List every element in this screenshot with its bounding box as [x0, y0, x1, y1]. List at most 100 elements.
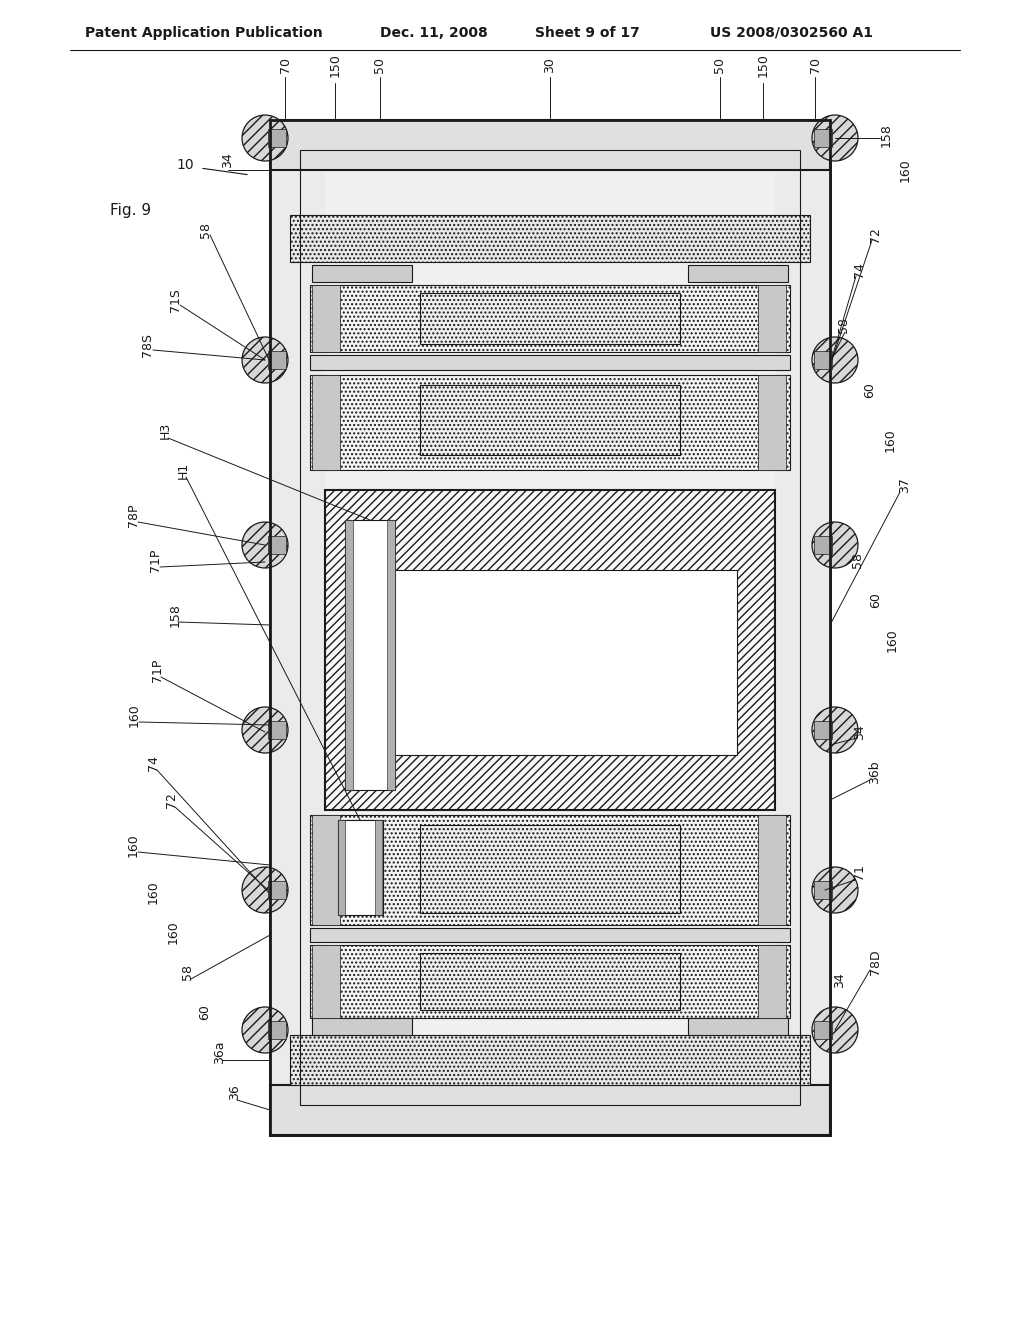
- Text: Dec. 11, 2008: Dec. 11, 2008: [380, 26, 487, 40]
- Bar: [420, 953, 680, 1010]
- Bar: [814, 129, 831, 147]
- Bar: [775, 120, 830, 1135]
- Bar: [310, 945, 790, 1018]
- Text: 78S: 78S: [141, 333, 155, 356]
- Text: 160: 160: [146, 880, 160, 904]
- Text: 72: 72: [166, 792, 178, 808]
- Text: 58: 58: [837, 317, 850, 333]
- Text: Patent Application Publication: Patent Application Publication: [85, 26, 323, 40]
- Bar: [310, 375, 790, 470]
- Text: 160: 160: [886, 628, 898, 652]
- Text: 60: 60: [869, 593, 883, 609]
- Circle shape: [812, 115, 858, 161]
- Text: 36b: 36b: [868, 760, 882, 784]
- Text: 10: 10: [176, 158, 194, 172]
- Circle shape: [242, 521, 288, 568]
- Text: 37: 37: [898, 477, 911, 492]
- Bar: [814, 1020, 831, 1039]
- Bar: [338, 820, 383, 915]
- Text: 58: 58: [852, 552, 864, 568]
- Text: 78P: 78P: [127, 503, 139, 527]
- Bar: [420, 825, 680, 913]
- Bar: [325, 490, 775, 810]
- Text: 150: 150: [757, 53, 769, 77]
- Text: 71P: 71P: [151, 659, 164, 681]
- Circle shape: [242, 867, 288, 913]
- Bar: [290, 215, 810, 261]
- Text: 70: 70: [279, 57, 292, 73]
- Circle shape: [812, 867, 858, 913]
- Bar: [312, 265, 412, 282]
- Bar: [814, 351, 831, 370]
- Circle shape: [812, 521, 858, 568]
- Text: Fig. 9: Fig. 9: [110, 202, 152, 218]
- Bar: [758, 945, 786, 1018]
- Bar: [688, 265, 788, 282]
- Bar: [268, 721, 286, 739]
- Bar: [338, 820, 345, 915]
- Text: 34: 34: [221, 152, 234, 168]
- Bar: [312, 285, 340, 352]
- Text: 58: 58: [181, 964, 195, 979]
- Bar: [345, 520, 353, 789]
- Bar: [814, 536, 831, 554]
- Circle shape: [242, 1007, 288, 1053]
- Text: 160: 160: [167, 920, 179, 944]
- Bar: [375, 820, 382, 915]
- Bar: [688, 1018, 788, 1035]
- Bar: [310, 285, 790, 352]
- Text: 158: 158: [169, 603, 181, 627]
- Bar: [270, 120, 830, 1135]
- Bar: [310, 814, 790, 925]
- Bar: [300, 150, 800, 1105]
- Text: H3: H3: [159, 421, 171, 438]
- Text: 50: 50: [714, 57, 726, 73]
- Text: 72: 72: [869, 227, 883, 243]
- Bar: [270, 120, 830, 1135]
- Text: 71: 71: [853, 865, 866, 880]
- Bar: [268, 880, 286, 899]
- Text: 160: 160: [898, 158, 911, 182]
- Text: 58: 58: [199, 222, 212, 238]
- Text: 36: 36: [228, 1084, 242, 1100]
- Text: 150: 150: [329, 53, 341, 77]
- Bar: [310, 928, 790, 942]
- Bar: [814, 721, 831, 739]
- Text: 78D: 78D: [868, 949, 882, 974]
- Circle shape: [242, 337, 288, 383]
- Text: 160: 160: [884, 428, 896, 451]
- Bar: [312, 945, 340, 1018]
- Text: 60: 60: [199, 1005, 212, 1020]
- Bar: [268, 351, 286, 370]
- Circle shape: [242, 708, 288, 752]
- Bar: [290, 1035, 810, 1085]
- Bar: [758, 285, 786, 352]
- Bar: [268, 1020, 286, 1039]
- Text: 30: 30: [544, 57, 556, 73]
- Text: US 2008/0302560 A1: US 2008/0302560 A1: [710, 26, 873, 40]
- Circle shape: [812, 337, 858, 383]
- Text: 160: 160: [128, 704, 140, 727]
- Bar: [758, 814, 786, 925]
- Text: 160: 160: [127, 833, 139, 857]
- Bar: [420, 293, 680, 345]
- Bar: [268, 536, 286, 554]
- Bar: [270, 120, 325, 1135]
- Bar: [312, 1018, 412, 1035]
- Text: 158: 158: [880, 123, 893, 147]
- Text: 74: 74: [853, 263, 866, 279]
- Bar: [814, 880, 831, 899]
- Bar: [345, 520, 395, 789]
- Bar: [268, 129, 286, 147]
- Text: H1: H1: [176, 462, 189, 479]
- Text: 34: 34: [853, 725, 866, 741]
- Bar: [312, 375, 340, 470]
- Text: 60: 60: [863, 381, 877, 397]
- Bar: [362, 570, 737, 755]
- Bar: [270, 1085, 830, 1135]
- Bar: [312, 814, 340, 925]
- Text: 50: 50: [374, 57, 386, 73]
- Circle shape: [812, 708, 858, 752]
- Text: 71P: 71P: [148, 548, 162, 572]
- Circle shape: [242, 115, 288, 161]
